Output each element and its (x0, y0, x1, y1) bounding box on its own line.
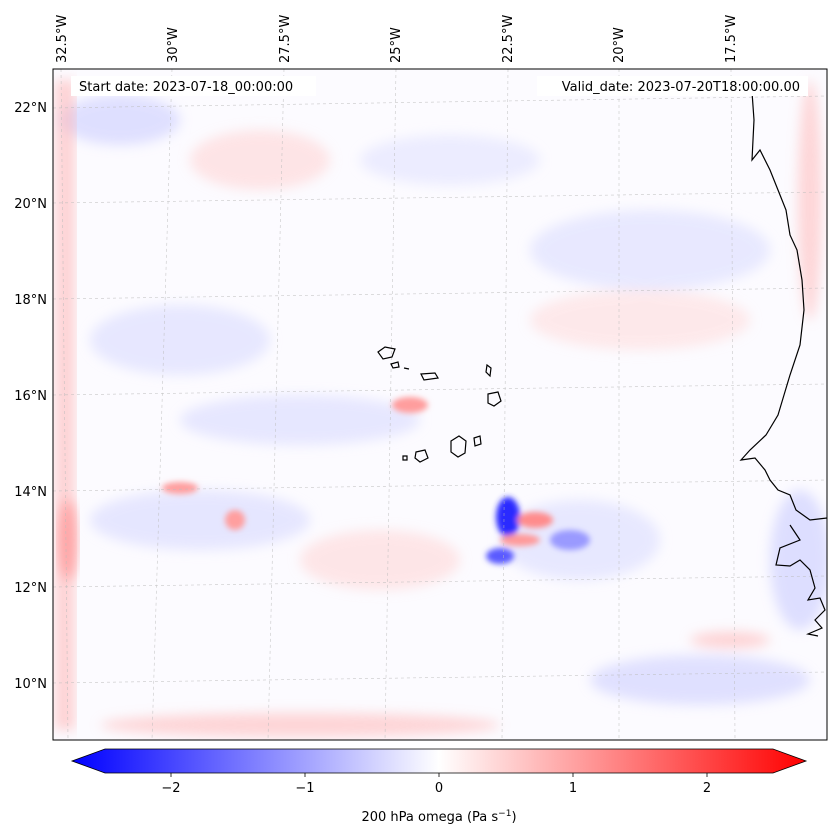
start-date-label: Start date: 2023-07-18_00:00:00 (79, 80, 293, 95)
start-date-box (71, 76, 316, 96)
longitude-labels: 32.5°W 30°W 27.5°W 25°W 22.5°W 20°W 17.5… (55, 15, 739, 63)
lat-label: 16°N (14, 389, 47, 404)
lat-label: 18°N (14, 293, 47, 308)
valid-date-label: Valid_date: 2023-07-20T18:00:00.00 (562, 80, 800, 95)
colorbar: −2 −1 0 1 2 200 hPa omega (Pa s−1) (70, 748, 808, 825)
cape-verde-islands (377, 346, 502, 463)
valid-date-box (537, 76, 808, 96)
colorbar-tick: −1 (295, 781, 314, 796)
lon-label: 32.5°W (55, 15, 70, 63)
map-panel: Start date: 2023-07-18_00:00:00 Valid_da… (52, 68, 828, 741)
lat-label: 22°N (14, 101, 47, 116)
lon-label: 17.5°W (724, 15, 739, 63)
colorbar-tick: 2 (703, 781, 711, 796)
colorbar-tick: 0 (435, 781, 443, 796)
lon-label: 27.5°W (278, 15, 293, 63)
lat-label: 14°N (14, 485, 47, 500)
lon-label: 30°W (166, 27, 181, 63)
colorbar-label: 200 hPa omega (Pa s−1) (361, 809, 516, 825)
coastline (739, 91, 827, 637)
colorbar-bar (70, 748, 808, 774)
lon-label: 22.5°W (501, 15, 516, 63)
lat-label: 10°N (14, 677, 47, 692)
colorbar-tick: 1 (569, 781, 577, 796)
lon-label: 25°W (389, 27, 404, 63)
colorbar-tick: −2 (161, 781, 180, 796)
omega-field (53, 69, 827, 740)
gridlines (53, 69, 827, 740)
lat-label: 12°N (14, 581, 47, 596)
latitude-labels: 22°N 20°N 18°N 16°N 14°N 12°N 10°N (14, 101, 47, 692)
lat-label: 20°N (14, 197, 47, 212)
lon-label: 20°W (612, 27, 627, 63)
